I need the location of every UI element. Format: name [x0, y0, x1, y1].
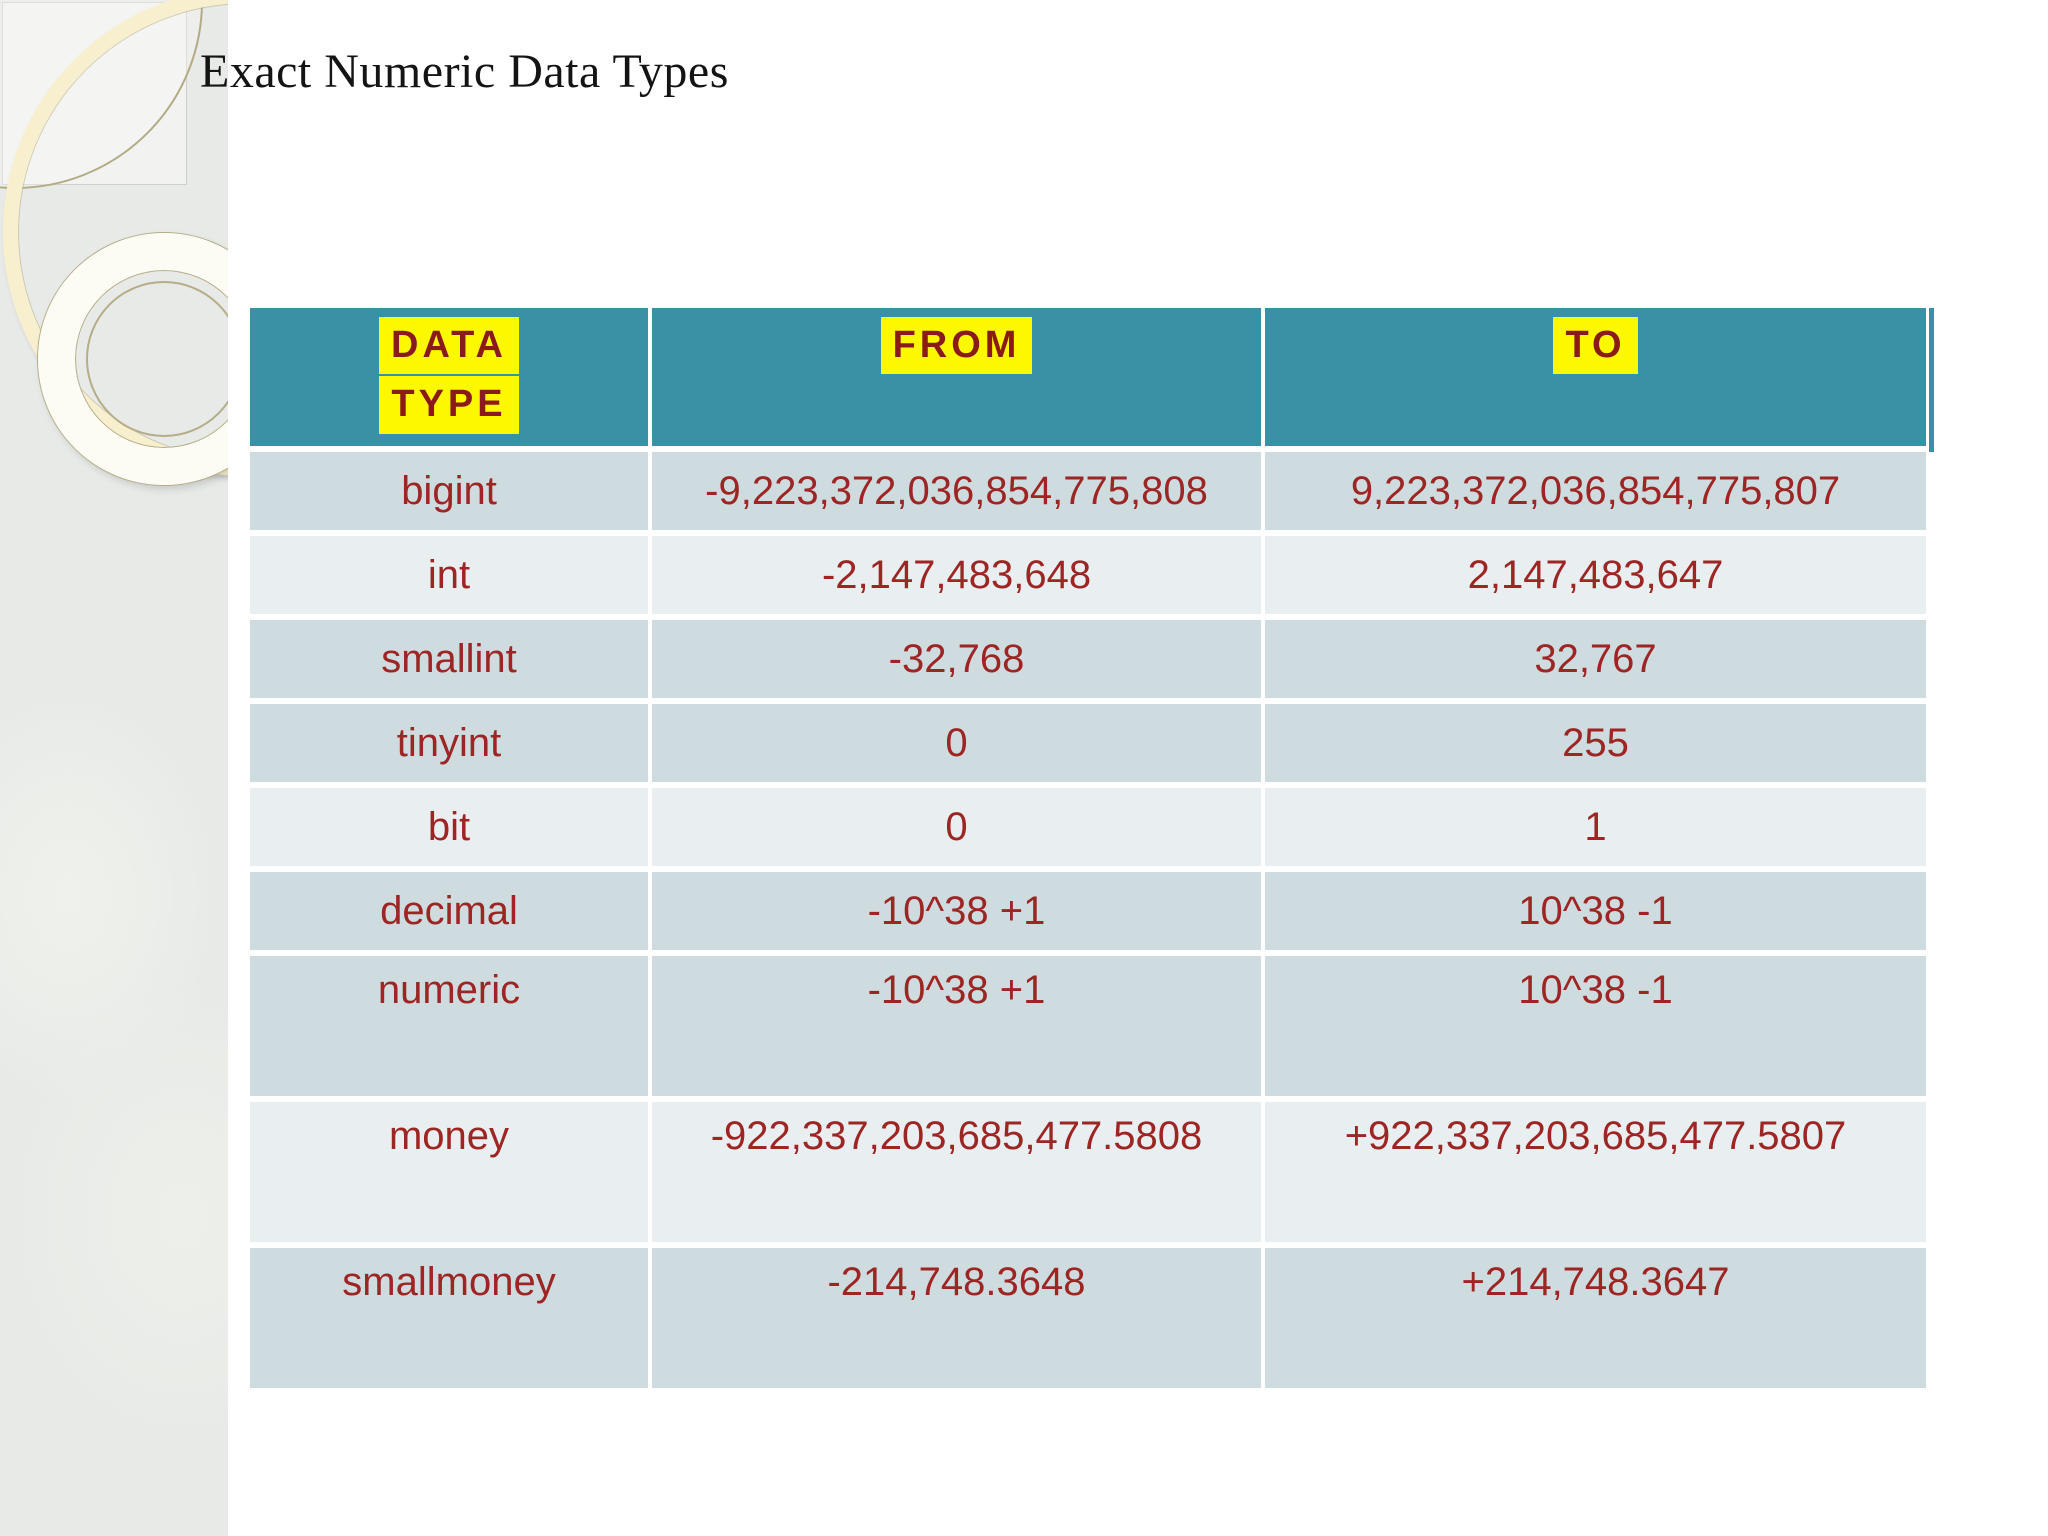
header-label: FROM: [880, 317, 1033, 375]
header-cell-from: FROM: [652, 308, 1261, 446]
table-cell-type: decimal: [250, 872, 648, 950]
inner-thin-ring: [86, 281, 228, 437]
table-header-row: DATA TYPE FROM TO: [250, 308, 1926, 446]
table-row-numeric: numeric -10^38 +1 10^38 -1: [250, 956, 1926, 1096]
table-cell-from: 0: [652, 704, 1261, 782]
table-cell-to: +214,748.3647: [1265, 1248, 1926, 1388]
table-cell-type: bit: [250, 788, 648, 866]
slide-title: Exact Numeric Data Types: [200, 45, 729, 98]
table-row-smallint: smallint -32,768 32,767: [250, 620, 1926, 698]
header-label: TO: [1553, 317, 1638, 375]
table-row-bigint: bigint -9,223,372,036,854,775,808 9,223,37…: [250, 452, 1926, 530]
table-cell-to: 255: [1265, 704, 1926, 782]
table-cell-from: -922,337,203,685,477.5808: [652, 1102, 1261, 1242]
table-cell-to: 9,223,372,036,854,775,807: [1265, 452, 1926, 530]
header-label: TYPE: [379, 376, 519, 434]
table-cell-type: smallmoney: [250, 1248, 648, 1388]
table-row-money: money -922,337,203,685,477.5808 +922,337,2…: [250, 1102, 1926, 1242]
table-row-tinyint: tinyint 0 255: [250, 704, 1926, 782]
foliage-watermark: [0, 620, 228, 1536]
table-cell-to: +922,337,203,685,477.5807: [1265, 1102, 1926, 1242]
table-cell-type: money: [250, 1102, 648, 1242]
header-cell-to: TO: [1265, 308, 1926, 446]
table-cell-type: tinyint: [250, 704, 648, 782]
table-row-bit: bit 0 1: [250, 788, 1926, 866]
table-cell-type: smallint: [250, 620, 648, 698]
table-cell-to: 2,147,483,647: [1265, 536, 1926, 614]
table-cell-to: 32,767: [1265, 620, 1926, 698]
decorative-sidebar: [0, 0, 228, 1536]
table-cell-from: -10^38 +1: [652, 872, 1261, 950]
table-cell-from: 0: [652, 788, 1261, 866]
table-cell-to: 1: [1265, 788, 1926, 866]
header-cell-data-type: DATA TYPE: [250, 308, 648, 446]
table-row-smallmoney: smallmoney -214,748.3648 +214,748.3647: [250, 1248, 1926, 1388]
header-label: DATA: [379, 317, 519, 375]
table-cell-type: bigint: [250, 452, 648, 530]
header-edge-strip: [1929, 308, 1934, 452]
table-cell-from: -2,147,483,648: [652, 536, 1261, 614]
table-row-decimal: decimal -10^38 +1 10^38 -1: [250, 872, 1926, 950]
table-cell-from: -9,223,372,036,854,775,808: [652, 452, 1261, 530]
data-types-table: DATA TYPE FROM TO bigint -9,223,372,036,854,…: [250, 308, 1934, 1388]
table-cell-type: int: [250, 536, 648, 614]
table-cell-from: -32,768: [652, 620, 1261, 698]
table-row-int: int -2,147,483,648 2,147,483,647: [250, 536, 1926, 614]
table-cell-to: 10^38 -1: [1265, 956, 1926, 1096]
table-cell-from: -214,748.3648: [652, 1248, 1261, 1388]
table-cell-from: -10^38 +1: [652, 956, 1261, 1096]
table-cell-type: numeric: [250, 956, 648, 1096]
table-cell-to: 10^38 -1: [1265, 872, 1926, 950]
